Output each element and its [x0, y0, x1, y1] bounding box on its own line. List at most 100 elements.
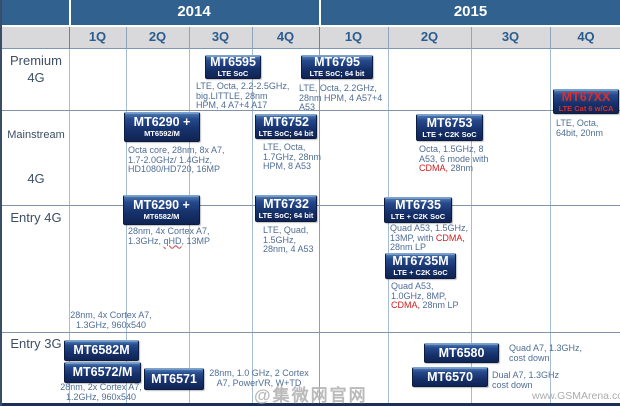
chip-subtitle: LTE + C2K SoC: [393, 268, 448, 277]
note-line: Quad A53, 1.5GHz,: [390, 223, 469, 233]
year-2015-label: 2015: [453, 3, 488, 20]
note-n6595: LTE, Octa, 2.2-2.5GHz, big.LITTLE, 28nm HP…: [196, 81, 292, 111]
quarter-separator: [471, 27, 472, 49]
note-line: 28nm LP: [390, 242, 427, 252]
quarter-label-2014-3q: 3Q: [211, 29, 230, 44]
quarter-label-2015-2q: 2Q: [420, 29, 439, 44]
chip-title: MT6752: [263, 114, 309, 129]
chip-mt6732: MT6732 LTE SoC; 64 bit: [255, 195, 317, 222]
chip-subtitle: LTE SoC; 64 bit: [258, 128, 314, 138]
note-line: A7, PowerVR, W+TD: [216, 377, 302, 388]
chip-mt6582m: MT6582M: [64, 340, 139, 361]
chip-subtitle: MT6592/M: [144, 129, 180, 138]
chip-subtitle: LTE SoC; 64 bit: [309, 69, 365, 78]
note-n6752: LTE, Octa, 1.7GHz, 28nm HPM, 8 A53: [263, 142, 327, 172]
grid-hline: [2, 110, 620, 111]
note-line: 1.7GHz, 28nm: [263, 151, 322, 162]
note-line: cost down: [492, 379, 533, 390]
grid-vline: [550, 49, 551, 403]
chip-title: MT6290 +: [133, 115, 191, 129]
note-n6570: Dual A7, 1.3GHz cost down: [492, 370, 566, 390]
note-n6735: Quad A53, 1.5GHz, 13MP, with CDMA, 28nm LP: [390, 223, 472, 253]
quarter-separator: [550, 27, 551, 49]
bottom-border: [2, 403, 620, 406]
note-line: 28nm, 4x Cortex A7,: [70, 310, 152, 320]
note-line: Quad A53,: [391, 281, 434, 291]
note-line: 28nm, 2x Cortex A7,: [60, 382, 142, 392]
note-line: 1.5GHz,: [263, 234, 297, 245]
watermark-chinese: @集微网官网: [254, 386, 368, 405]
note-line: LTE, Octa, 2.2-2.5GHz,: [196, 81, 290, 91]
note-line: 1.7-2.0GHz/ 1.4GHz,: [128, 154, 213, 165]
quarter-separator: [319, 27, 320, 49]
chip-subtitle: LTE + C2K SoC: [390, 212, 446, 221]
quarter-label-2014-1q: 1Q: [88, 29, 107, 44]
chip-title: MT6570: [427, 369, 473, 384]
chip-mt6580: MT6580: [424, 343, 499, 363]
chip-mt6572m: MT6572/M: [64, 362, 141, 383]
chip-title: MT6571: [151, 371, 197, 386]
note-e4g: 28nm, 4x Cortex A7, 1.3GHz, 960x540: [66, 310, 156, 330]
note-n6571: 28nm, 1.0 GHz, 2 Cortex A7, PowerVR, W+TD: [207, 368, 311, 388]
note-line: CDMA, 28nm LP: [391, 300, 459, 310]
chip-title: MT6582M: [73, 343, 130, 357]
note-line: Dual A7, 1.3GHz: [492, 370, 560, 380]
note-line: HD1080/HD720, 16MP: [128, 164, 221, 174]
note-line: A53, 6 mode with: [419, 153, 489, 164]
chip-title: MT6735: [395, 198, 441, 212]
grid-vline: [471, 49, 472, 403]
note-line: big.LITTLE, 28nm: [196, 90, 268, 101]
chip-title: MT6753: [426, 115, 473, 130]
chip-mt6290a: MT6290 + MT6592/M: [124, 112, 200, 142]
chip-title: MT67XX: [561, 89, 611, 104]
band-divider: [69, 0, 71, 25]
chip-title: MT6290 +: [133, 198, 190, 212]
note-n6795: LTE, Octa, 2.2GHz, 28nm HPM, 4 A57+4 A53: [299, 83, 387, 113]
year-2014-label: 2014: [177, 3, 211, 20]
chip-mt6571: MT6571: [144, 368, 204, 390]
grid-vline: [388, 49, 389, 403]
note-line: 28nm, 4 A53: [263, 244, 314, 254]
note-line: 28nm, 4x Cortex A7,: [128, 226, 210, 236]
row-label-entry-4g: Entry 4G: [10, 210, 62, 225]
note-e3g: 28nm, 2x Cortex A7, 1.2GHz, 960x540: [55, 382, 147, 402]
note-n6732: LTE, Quad, 1.5GHz, 28nm, 4 A53: [263, 225, 325, 255]
note-line: LTE, Octa,: [556, 118, 599, 128]
grid-vline: [126, 49, 127, 403]
chip-title: MT6795: [314, 55, 360, 69]
quarter-label-2014-4q: 4Q: [276, 29, 295, 44]
quarter-label-2015-4q: 4Q: [577, 29, 595, 44]
note-line: 1.2GHz, 960x540: [65, 391, 137, 402]
note-n6290a: Octa core, 28nm, 8x A7, 1.7-2.0GHz/ 1.4GH…: [128, 145, 232, 175]
chip-mt6753: MT6753 LTE + C2K SoC: [416, 114, 483, 141]
chip-mt6735: MT6735 LTE + C2K SoC: [384, 197, 452, 223]
chip-mt6290b: MT6290 + MT6582/M: [123, 195, 200, 225]
row-label-entry-3g: Entry 3G: [10, 336, 62, 351]
chip-mt6795: MT6795 LTE SoC; 64 bit: [301, 55, 373, 79]
note-line: LTE, Octa, 2.2GHz,: [299, 83, 377, 93]
note-line: CDMA, 28nm: [419, 163, 474, 173]
quarter-separator: [388, 27, 389, 49]
note-line: 28nm, 1.0 GHz, 2 Cortex: [209, 368, 309, 378]
chip-mt6595: MT6595 LTE SoC: [205, 55, 261, 79]
note-line: Octa, 1.5GHz, 8: [419, 144, 484, 154]
note-n67xx: LTE, Octa, 64bit, 20nm: [556, 118, 620, 138]
chip-subtitle: LTE SoC; 64 bit: [258, 210, 314, 220]
note-line: 64bit, 20nm: [556, 127, 604, 138]
note-n6753: Octa, 1.5GHz, 8 A53, 6 mode with CDMA, 28n…: [419, 144, 501, 174]
note-line: HPM, 4 A7+4 A17: [196, 100, 268, 110]
chip-subtitle: LTE Cat 6 w/CA: [558, 103, 614, 113]
quarter-separator: [252, 27, 253, 49]
quarter-separator: [126, 27, 127, 49]
chip-subtitle: LTE + C2K SoC: [422, 129, 477, 139]
quarter-separator: [189, 27, 190, 49]
chip-mt6570: MT6570: [412, 367, 488, 387]
chip-title: MT6732: [263, 196, 309, 211]
note-n6735m: Quad A53, 1.0GHz, 8MP, CDMA, 28nm LP: [391, 281, 465, 311]
grid-vline: [189, 49, 190, 403]
note-line: 1.0GHz, 8MP,: [391, 290, 447, 301]
chip-subtitle: MT6582/M: [143, 212, 180, 221]
note-line: Quad A7, 1.3GHz,: [509, 343, 583, 353]
band-divider: [319, 0, 321, 25]
note-line: HPM, 8 A53: [263, 161, 312, 171]
